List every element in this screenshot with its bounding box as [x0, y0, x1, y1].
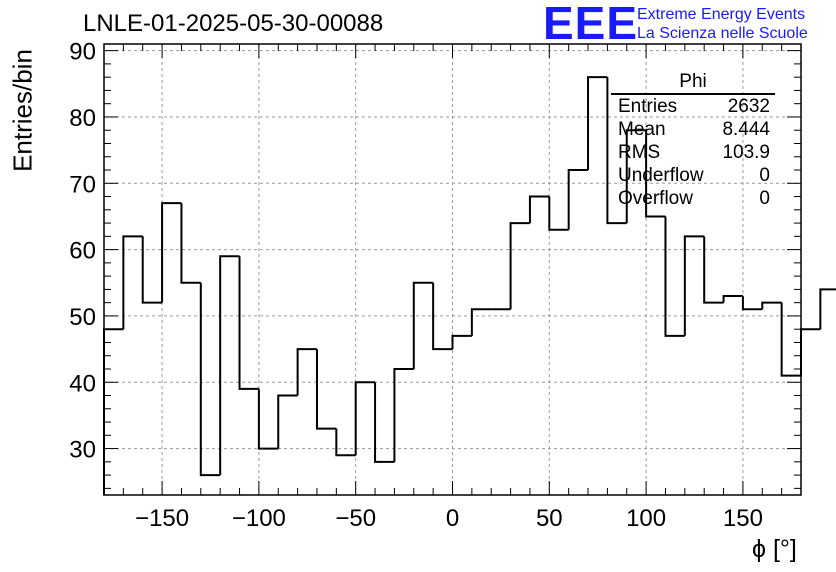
- stats-label: Underflow: [618, 165, 704, 186]
- logo-line-1: Extreme Energy Events: [637, 6, 806, 23]
- histogram-bin: [432, 282, 453, 351]
- histogram-bin: [761, 301, 782, 310]
- chart-title: LNLE-01-2025-05-30-00088: [83, 10, 384, 37]
- histogram-bin: [780, 302, 801, 377]
- stats-label: Mean: [618, 119, 666, 140]
- histogram-bin: [625, 129, 647, 224]
- y-tick-label: 40: [69, 370, 96, 397]
- histogram-bin: [412, 281, 434, 369]
- histogram-bin: [161, 202, 182, 303]
- histogram-bin: [606, 77, 627, 225]
- eee-logo: EEE: [543, 0, 639, 49]
- histogram-bin: [548, 196, 569, 231]
- histogram-bin: [180, 203, 201, 284]
- stats-row-entries: Entries 2632: [611, 95, 775, 118]
- histogram-bin: [141, 236, 163, 304]
- y-axis-label: Entries/bin: [7, 49, 38, 172]
- histogram-bin: [664, 216, 685, 337]
- x-tick-label: 50: [536, 505, 563, 532]
- stats-value: 0: [759, 188, 770, 209]
- histogram-bin: [509, 222, 530, 310]
- histogram-bin: [103, 328, 124, 495]
- histogram-bin: [219, 255, 240, 476]
- histogram-bin: [819, 288, 836, 330]
- stats-row-mean: Mean 8.444: [611, 118, 775, 141]
- histogram-bin: [567, 169, 589, 230]
- histogram-bin: [199, 282, 221, 477]
- histogram-bin: [703, 236, 724, 304]
- histogram-bin: [315, 349, 337, 430]
- stats-row-overflow: Overflow 0: [611, 187, 775, 210]
- stats-label: Overflow: [618, 188, 693, 209]
- stats-value: 103.9: [722, 142, 770, 163]
- stats-label: RMS: [618, 142, 661, 163]
- y-tick-label: 50: [69, 304, 96, 331]
- stats-box: Phi Entries 2632 Mean 8.444 RMS 103.9 Un…: [611, 72, 775, 210]
- stats-value: 2632: [727, 96, 770, 117]
- axes: −150 −100 −50 0 50 100 150 30 40 50 60 70 80 90: [69, 39, 802, 532]
- y-tick-label: 30: [69, 437, 96, 464]
- y-tick-label: 70: [69, 171, 96, 198]
- x-tick-label: −50: [335, 505, 376, 532]
- y-tick-label: 90: [69, 39, 96, 66]
- x-tick-label: −100: [232, 505, 286, 532]
- histogram-bin: [451, 334, 472, 350]
- histogram-bin: [470, 308, 492, 336]
- logo-line-2: La Scienza nelle Scuole: [637, 25, 808, 42]
- histogram-bin: [587, 76, 608, 171]
- stats-label: Entries: [618, 96, 678, 117]
- histogram-bin: [277, 394, 298, 449]
- x-tick-label: 100: [626, 505, 666, 532]
- histogram-bin: [122, 235, 143, 330]
- stats-row-rms: RMS 103.9: [611, 141, 775, 164]
- stats-value: 8.444: [722, 119, 770, 140]
- histogram-bin: [257, 388, 279, 450]
- histogram-bin: [393, 367, 414, 462]
- y-tick-label: 60: [69, 238, 96, 265]
- histogram-bin: [800, 328, 821, 376]
- histogram-bin: [645, 130, 666, 218]
- histogram-bin: [528, 195, 550, 224]
- histogram-bin: [335, 428, 356, 457]
- stats-row-underflow: Underflow 0: [611, 164, 775, 187]
- histogram-bin: [683, 235, 705, 336]
- x-tick-label: −150: [135, 505, 189, 532]
- histogram-bin: [238, 256, 259, 390]
- stats-title: Phi: [611, 72, 775, 95]
- x-tick-label: 0: [446, 505, 459, 532]
- x-tick-label: 150: [723, 505, 763, 532]
- stats-value: 0: [759, 165, 770, 186]
- histogram-bin: [741, 296, 763, 311]
- x-axis-label: ϕ [°]: [752, 535, 797, 563]
- histogram-bin: [722, 295, 743, 303]
- histogram-bin: [374, 382, 395, 463]
- histogram-bin: [354, 381, 376, 456]
- histogram-bin: [296, 348, 317, 396]
- y-tick-label: 80: [69, 105, 96, 132]
